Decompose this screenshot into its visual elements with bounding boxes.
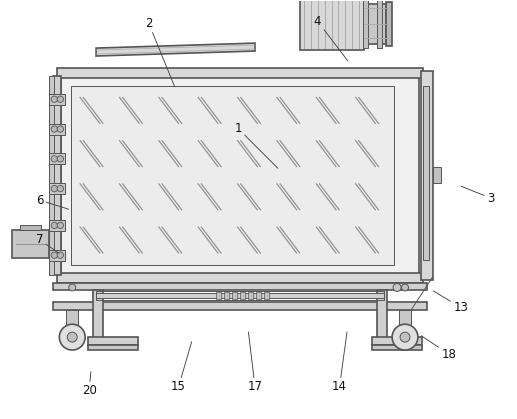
Bar [96, 293, 384, 298]
Bar [88, 337, 138, 345]
Text: 4: 4 [314, 15, 348, 61]
Circle shape [69, 284, 75, 291]
Bar [50, 94, 65, 105]
Bar [88, 345, 138, 350]
Bar [50, 220, 65, 231]
Circle shape [51, 156, 57, 162]
Circle shape [57, 252, 64, 259]
Bar [256, 292, 261, 300]
Bar [399, 310, 411, 330]
Bar [50, 250, 65, 261]
Circle shape [57, 156, 64, 162]
Circle shape [392, 324, 418, 350]
Text: 14: 14 [332, 332, 347, 393]
Circle shape [57, 222, 64, 229]
Bar [364, 4, 386, 44]
Circle shape [57, 96, 64, 102]
Bar [433, 167, 441, 183]
Bar [248, 292, 253, 300]
Text: 18: 18 [421, 336, 456, 360]
Text: 13: 13 [433, 291, 468, 314]
Bar [240, 292, 245, 300]
Circle shape [393, 284, 401, 292]
Text: 15: 15 [171, 342, 192, 393]
Circle shape [51, 186, 57, 192]
Bar [66, 310, 78, 330]
Bar [93, 290, 103, 340]
Circle shape [51, 222, 57, 229]
Bar [300, 0, 364, 50]
Bar [421, 71, 433, 279]
Bar [232, 292, 237, 300]
Text: 17: 17 [248, 332, 263, 393]
Text: 7: 7 [36, 233, 59, 253]
Circle shape [57, 126, 64, 132]
Circle shape [67, 332, 77, 342]
Bar [71, 86, 394, 265]
Polygon shape [96, 43, 255, 56]
Bar [50, 153, 65, 164]
Circle shape [57, 186, 64, 192]
Circle shape [51, 126, 57, 132]
Circle shape [51, 96, 57, 102]
Bar [264, 292, 269, 300]
Circle shape [51, 252, 57, 259]
Bar [57, 273, 423, 282]
Circle shape [400, 332, 410, 342]
Text: 6: 6 [36, 194, 69, 209]
Bar [377, 0, 382, 48]
Text: 20: 20 [82, 372, 97, 397]
Text: 2: 2 [145, 17, 175, 86]
Bar [50, 183, 65, 194]
Bar [53, 303, 427, 310]
Bar [224, 292, 229, 300]
Bar [50, 124, 65, 134]
Bar [53, 282, 427, 290]
Bar [363, 0, 368, 48]
Bar [372, 345, 422, 350]
Circle shape [402, 284, 408, 291]
Bar [57, 68, 423, 78]
Bar [423, 86, 429, 260]
Bar [50, 76, 54, 274]
Bar [20, 225, 41, 230]
Text: 1: 1 [234, 122, 278, 168]
Bar [12, 230, 50, 258]
Bar [62, 76, 419, 274]
Bar [96, 292, 384, 300]
Text: 3: 3 [461, 186, 494, 204]
Bar [216, 292, 221, 300]
Bar [53, 76, 62, 274]
Bar [386, 3, 392, 46]
Bar [372, 337, 422, 345]
Circle shape [59, 324, 85, 350]
Bar [377, 290, 387, 340]
